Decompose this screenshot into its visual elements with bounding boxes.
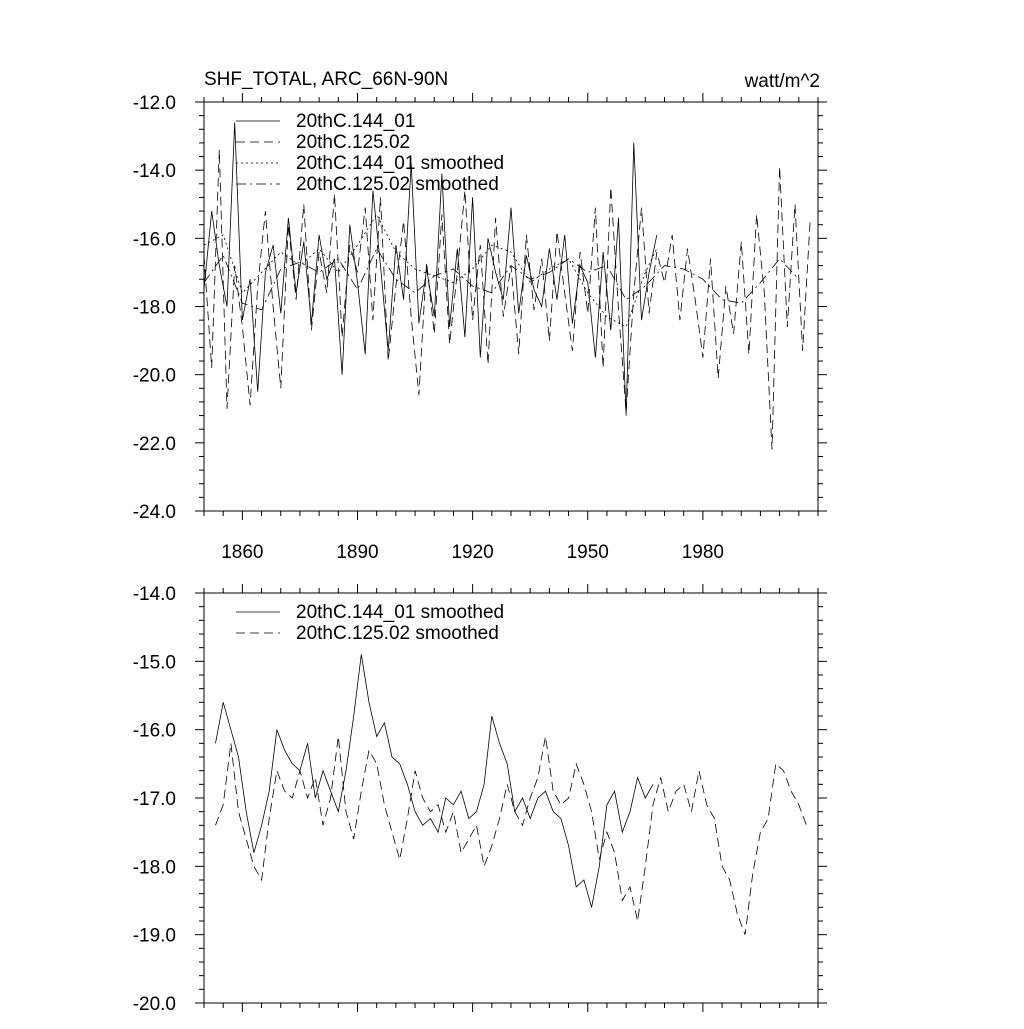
legend-label: 20thC.125.02 smoothed <box>296 623 499 644</box>
bottom-panel: -14.0 -15.0 -16.0 -17.0 -18.0 -19.0 -20.0 20thC… <box>133 584 827 1015</box>
series-line-20thc-125-02 <box>204 149 811 450</box>
y-tick-label: -16.0 <box>133 229 176 250</box>
y-tick-label: -20.0 <box>133 994 176 1015</box>
y-tick-label: -15.0 <box>133 652 176 673</box>
y-tick-label: -18.0 <box>133 857 176 878</box>
series-line-20thc-144-01-smoothed <box>204 213 658 328</box>
y-tick-label: -18.0 <box>133 298 176 319</box>
y-tick-label: -14.0 <box>133 161 176 182</box>
y-tick-label: -17.0 <box>133 789 176 810</box>
legend-label: 20thC.125.02 <box>296 132 410 153</box>
x-tick-label: 1890 <box>336 542 378 563</box>
y-tick-label: -16.0 <box>133 721 176 742</box>
series-line-20thc-144-01-smoothed <box>215 654 654 908</box>
units-label: watt/m^2 <box>744 71 820 92</box>
chart-title: SHF_TOTAL, ARC_66N-90N <box>204 69 448 90</box>
series-line-20thc-125-02-smoothed <box>204 247 800 311</box>
y-tick-label: -19.0 <box>133 926 176 947</box>
top-panel: -12.0 -14.0 -16.0 -18.0 -20.0 -22.0 -24.0 1860 1… <box>133 93 827 563</box>
x-tick-label: 1920 <box>451 542 493 563</box>
y-tick-label: -12.0 <box>133 93 176 114</box>
x-tick-label: 1860 <box>221 542 263 563</box>
series-line-20thc-144-01 <box>204 122 658 416</box>
x-tick-label: 1950 <box>567 542 609 563</box>
y-tick-label: -14.0 <box>133 584 176 605</box>
legend-label: 20thC.144_01 smoothed <box>296 153 504 174</box>
legend-label: 20thC.144_01 smoothed <box>296 602 504 623</box>
y-tick-label: -22.0 <box>133 434 176 455</box>
y-tick-label: -24.0 <box>133 502 176 523</box>
y-tick-label: -20.0 <box>133 366 176 387</box>
legend-label: 20thC.144_01 <box>296 111 415 132</box>
series-line-20thc-125-02-smoothed <box>215 736 807 935</box>
legend-label: 20thC.125.02 smoothed <box>296 174 499 195</box>
x-tick-label: 1980 <box>682 542 724 563</box>
